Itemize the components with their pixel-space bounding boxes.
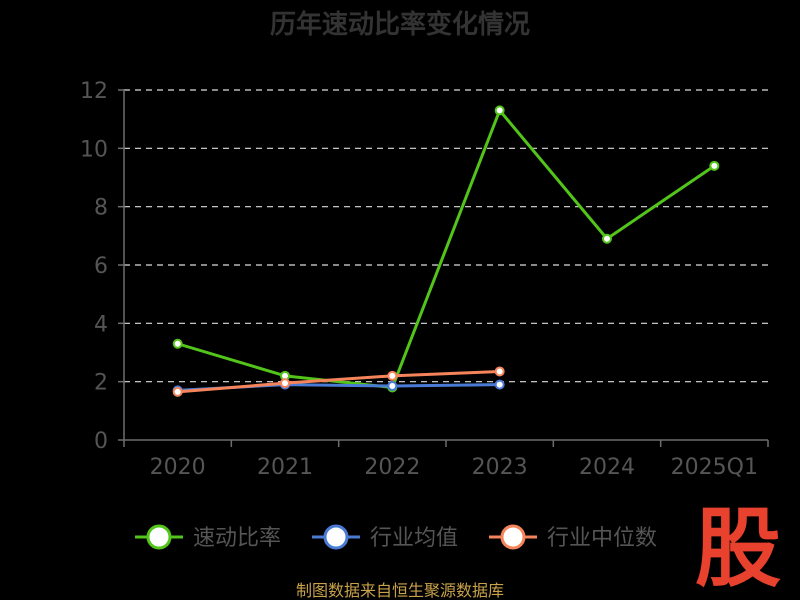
data-point[interactable] [494,379,505,390]
y-tick-label: 0 [94,429,108,454]
data-point[interactable] [387,381,398,392]
y-tick-label: 2 [94,371,108,396]
data-point[interactable] [172,338,183,349]
axes: 0 2 4 6 8 10 12 2020 2021 2022 2023 2024 2025Q1 [80,79,769,480]
series-line [176,369,502,394]
legend-item[interactable]: 速动比率 [135,524,281,551]
legend[interactable]: 速动比率 行业均值 行业中位数 [135,524,657,551]
y-tick-label: 10 [80,137,108,162]
x-tick-label: 2025Q1 [671,455,758,480]
y-tick-label: 8 [94,196,108,221]
legend-label: 行业中位数 [547,526,657,551]
series-0 [172,105,720,393]
legend-item[interactable]: 行业均值 [312,524,458,551]
legend-marker-icon [146,524,172,550]
logo-watermark: 股 [695,499,781,599]
data-point[interactable] [494,366,505,377]
legend-label: 速动比率 [193,526,281,551]
y-tick-label: 6 [94,254,108,279]
legend-marker-icon [500,524,526,550]
data-point[interactable] [280,378,290,389]
x-tick-label: 2022 [364,455,420,480]
legend-marker-icon [323,524,349,550]
data-point[interactable] [709,160,720,171]
legend-item[interactable]: 行业中位数 [489,524,657,551]
x-tick-label: 2020 [150,455,206,480]
series-line [176,108,716,389]
data-point[interactable] [387,370,398,381]
data-point[interactable] [494,105,505,116]
series-layer [172,105,720,397]
series-2 [172,366,505,397]
y-tick-label: 4 [94,312,108,337]
data-source-note: 制图数据来自恒生聚源数据库 [296,581,504,600]
data-point[interactable] [602,233,612,244]
chart-title: 历年速动比率变化情况 [270,9,530,40]
gridlines [124,89,768,383]
x-tick-label: 2021 [257,455,313,480]
x-tick-label: 2023 [472,455,528,480]
y-tick-label: 12 [80,79,108,104]
data-point[interactable] [172,386,183,397]
legend-label: 行业均值 [370,526,458,551]
x-tick-label: 2024 [579,455,635,480]
